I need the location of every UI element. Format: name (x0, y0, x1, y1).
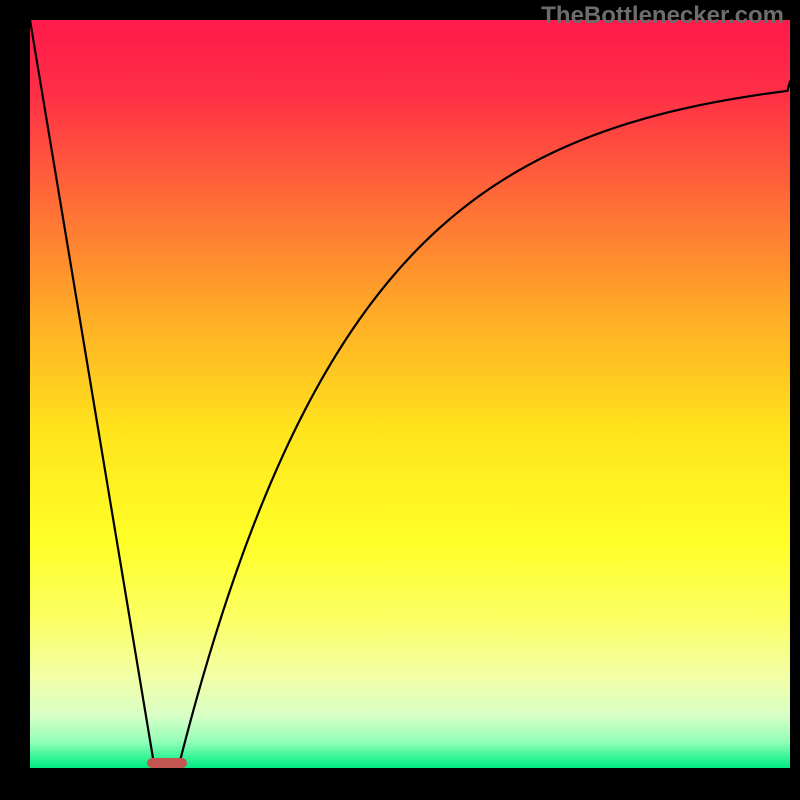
bottleneck-curve-chart (30, 20, 790, 768)
gradient-background (30, 20, 790, 768)
optimal-marker (147, 758, 187, 768)
watermark-text: TheBottlenecker.com (541, 2, 784, 30)
chart-frame: TheBottlenecker.com (0, 0, 800, 800)
